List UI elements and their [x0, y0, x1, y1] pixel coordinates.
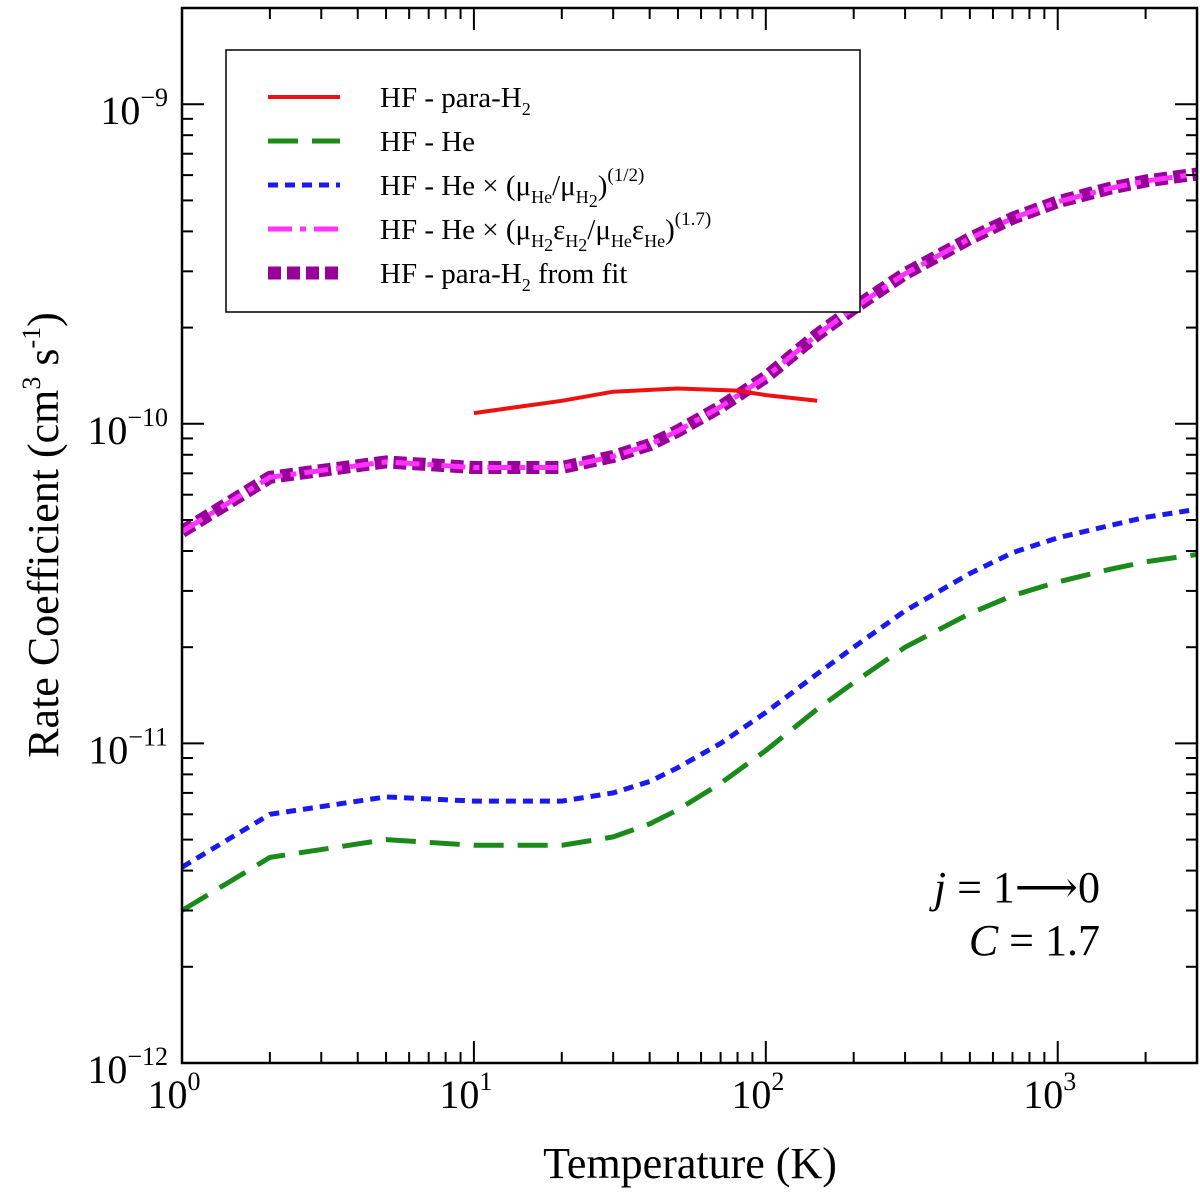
legend-label-he-scaled: HF - He × (μH2εH2/μHeεHe)(1.7)	[380, 209, 711, 255]
legend-label-he-mu: HF - He × (μHe/μH2)(1/2)	[380, 165, 644, 211]
annotation-constant: C = 1.7	[969, 916, 1100, 965]
y-axis-label-sup2: -1	[17, 327, 46, 349]
series-line-he-scaled	[182, 171, 1197, 534]
y-axis-label: Rate Coefficient (cm3 s-1)	[17, 312, 68, 758]
x-tick-label-2: 102	[731, 1067, 784, 1117]
annotations: j = 1⟶0C = 1.7	[929, 863, 1100, 965]
plot-frame	[180, 6, 1199, 1065]
legend-label-para: HF - para-H2	[380, 82, 531, 119]
series-line-he-mu	[182, 506, 1197, 870]
series-line-he	[182, 552, 1197, 913]
y-axis-label-end: )	[19, 312, 68, 327]
x-axis-label: Temperature (K)	[543, 1139, 837, 1188]
tick-labels: 100 101 102 103 10−12 10−11 10−10 10−9	[87, 83, 1076, 1117]
ticks-layer	[181, 7, 1198, 1064]
annotation-transition: j = 1⟶0	[929, 863, 1100, 912]
series-layer	[182, 167, 1197, 913]
x-tick-label-0: 100	[148, 1067, 201, 1117]
series-line-para	[473, 386, 818, 416]
legend: HF - para-H2 HF - He HF - He × (μHe/μH2)(1…	[225, 49, 861, 313]
y-axis-label-sup1: 3	[17, 377, 46, 390]
y-tick-label-3: 10−9	[100, 83, 168, 133]
x-tick-label-3: 103	[1023, 1067, 1076, 1117]
y-tick-label-1: 10−11	[88, 722, 168, 772]
y-axis-label-mid: s	[19, 349, 68, 377]
y-tick-label-2: 10−10	[87, 403, 168, 453]
x-tick-label-1: 101	[439, 1067, 492, 1117]
legend-label-fit: HF - para-H2 from fit	[380, 258, 627, 295]
y-axis-label-main: Rate Coefficient (cm	[19, 390, 68, 758]
legend-label-he: HF - He	[380, 126, 475, 158]
y-tick-label-0: 10−12	[87, 1042, 168, 1092]
